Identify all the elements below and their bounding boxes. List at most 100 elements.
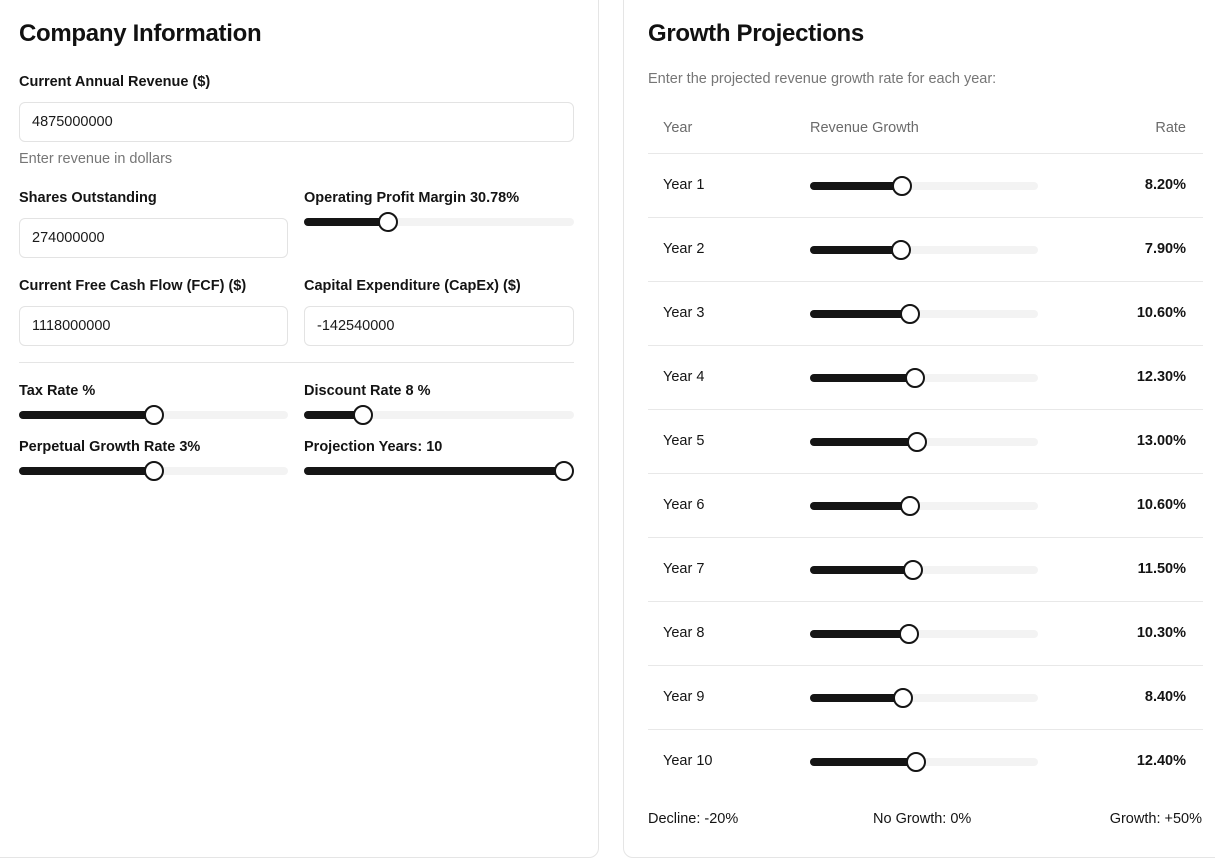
slider-fill bbox=[810, 310, 910, 318]
slider-thumb[interactable] bbox=[899, 304, 920, 324]
slider-fill bbox=[810, 566, 913, 574]
slider-track bbox=[810, 694, 1038, 702]
slider-thumb[interactable] bbox=[891, 176, 912, 196]
slider-fill bbox=[304, 411, 364, 419]
slider-fill bbox=[810, 758, 916, 766]
row-rate-value: 7.90% bbox=[1144, 241, 1186, 257]
row-year-label: Year 6 bbox=[663, 497, 705, 513]
capex-label: Capital Expenditure (CapEx) ($) bbox=[304, 278, 521, 294]
revenue-hint: Enter revenue in dollars bbox=[19, 151, 173, 167]
row-year-label: Year 3 bbox=[663, 305, 705, 321]
header-year: Year bbox=[663, 120, 693, 136]
discount-rate-slider[interactable] bbox=[304, 405, 574, 425]
table-row: Year 5 13.00% bbox=[648, 409, 1203, 473]
slider-thumb[interactable] bbox=[907, 432, 928, 452]
row-year-label: Year 7 bbox=[663, 561, 705, 577]
row-rate-value: 8.40% bbox=[1144, 689, 1186, 705]
slider-fill bbox=[810, 246, 901, 254]
slider-thumb[interactable] bbox=[890, 240, 911, 260]
row-rate-value: 10.30% bbox=[1136, 625, 1186, 641]
slider-thumb[interactable] bbox=[898, 624, 919, 644]
growth-projections-title: Growth Projections bbox=[648, 20, 864, 47]
fcf-label: Current Free Cash Flow (FCF) ($) bbox=[19, 278, 247, 294]
row-rate-value: 10.60% bbox=[1136, 497, 1186, 513]
table-row: Year 9 8.40% bbox=[648, 665, 1203, 729]
slider-track bbox=[304, 218, 574, 226]
growth-slider[interactable] bbox=[810, 624, 1038, 644]
slider-fill bbox=[810, 374, 916, 382]
growth-slider[interactable] bbox=[810, 560, 1038, 580]
row-rate-value: 13.00% bbox=[1136, 433, 1186, 449]
slider-thumb[interactable] bbox=[143, 461, 164, 481]
slider-thumb[interactable] bbox=[143, 405, 164, 425]
projection-years-label: Projection Years: 10 bbox=[304, 439, 443, 455]
row-rate-value: 11.50% bbox=[1137, 561, 1186, 577]
fcf-input[interactable]: 1118000000 bbox=[19, 306, 288, 346]
growth-slider[interactable] bbox=[810, 240, 1038, 260]
table-row: Year 8 10.30% bbox=[648, 601, 1203, 665]
growth-projections-card bbox=[623, 0, 1215, 858]
growth-slider[interactable] bbox=[810, 688, 1038, 708]
capex-input[interactable]: -142540000 bbox=[304, 306, 574, 346]
growth-subtitle: Enter the projected revenue growth rate … bbox=[648, 71, 997, 87]
slider-fill bbox=[810, 694, 903, 702]
slider-track bbox=[810, 246, 1038, 254]
slider-fill bbox=[810, 182, 902, 190]
growth-slider[interactable] bbox=[810, 176, 1038, 196]
slider-thumb[interactable] bbox=[353, 405, 374, 425]
slider-track bbox=[810, 182, 1038, 190]
growth-slider[interactable] bbox=[810, 368, 1038, 388]
slider-thumb[interactable] bbox=[892, 688, 913, 708]
company-info-card bbox=[0, 0, 599, 858]
growth-slider[interactable] bbox=[810, 432, 1038, 452]
growth-slider[interactable] bbox=[810, 752, 1038, 772]
slider-track bbox=[810, 310, 1038, 318]
slider-fill bbox=[304, 467, 564, 475]
shares-label: Shares Outstanding bbox=[19, 190, 157, 206]
slider-track bbox=[810, 630, 1038, 638]
table-row: Year 3 10.60% bbox=[648, 281, 1203, 345]
section-divider bbox=[19, 362, 574, 363]
perpetual-growth-label: Perpetual Growth Rate 3% bbox=[19, 439, 201, 455]
header-revenue-growth: Revenue Growth bbox=[810, 120, 919, 136]
row-year-label: Year 5 bbox=[663, 433, 705, 449]
table-row: Year 4 12.30% bbox=[648, 345, 1203, 409]
growth-slider[interactable] bbox=[810, 304, 1038, 324]
projection-years-slider[interactable] bbox=[304, 461, 574, 481]
growth-slider[interactable] bbox=[810, 496, 1038, 516]
company-info-title: Company Information bbox=[19, 20, 262, 47]
row-year-label: Year 4 bbox=[663, 369, 705, 385]
legend-no-growth: No Growth: 0% bbox=[873, 811, 972, 827]
operating-margin-label: Operating Profit Margin 30.78% bbox=[304, 190, 520, 206]
legend-growth: Growth: +50% bbox=[1109, 811, 1202, 827]
table-row: Year 10 12.40% bbox=[648, 729, 1203, 793]
revenue-input[interactable]: 4875000000 bbox=[19, 102, 574, 142]
row-year-label: Year 2 bbox=[663, 241, 705, 257]
slider-thumb[interactable] bbox=[905, 368, 926, 388]
slider-thumb[interactable] bbox=[905, 752, 926, 772]
row-year-label: Year 8 bbox=[663, 625, 705, 641]
table-row: Year 6 10.60% bbox=[648, 473, 1203, 537]
slider-track bbox=[810, 502, 1038, 510]
slider-thumb[interactable] bbox=[899, 496, 920, 516]
row-rate-value: 12.40% bbox=[1136, 753, 1186, 769]
slider-fill bbox=[304, 218, 388, 226]
operating-margin-slider[interactable] bbox=[304, 212, 574, 232]
row-rate-value: 10.60% bbox=[1136, 305, 1186, 321]
row-year-label: Year 1 bbox=[663, 177, 705, 193]
header-rate: Rate bbox=[1155, 120, 1186, 136]
perpetual-growth-slider[interactable] bbox=[19, 461, 288, 481]
slider-thumb[interactable] bbox=[377, 212, 398, 232]
row-year-label: Year 10 bbox=[663, 753, 713, 769]
slider-fill bbox=[19, 411, 154, 419]
slider-thumb[interactable] bbox=[902, 560, 923, 580]
tax-rate-slider[interactable] bbox=[19, 405, 288, 425]
slider-track bbox=[810, 566, 1038, 574]
shares-input[interactable]: 274000000 bbox=[19, 218, 288, 258]
tax-rate-label: Tax Rate % bbox=[19, 383, 96, 399]
slider-fill bbox=[810, 502, 910, 510]
revenue-label: Current Annual Revenue ($) bbox=[19, 74, 211, 90]
table-row: Year 2 7.90% bbox=[648, 217, 1203, 281]
row-rate-value: 12.30% bbox=[1136, 369, 1186, 385]
slider-thumb[interactable] bbox=[554, 461, 574, 481]
